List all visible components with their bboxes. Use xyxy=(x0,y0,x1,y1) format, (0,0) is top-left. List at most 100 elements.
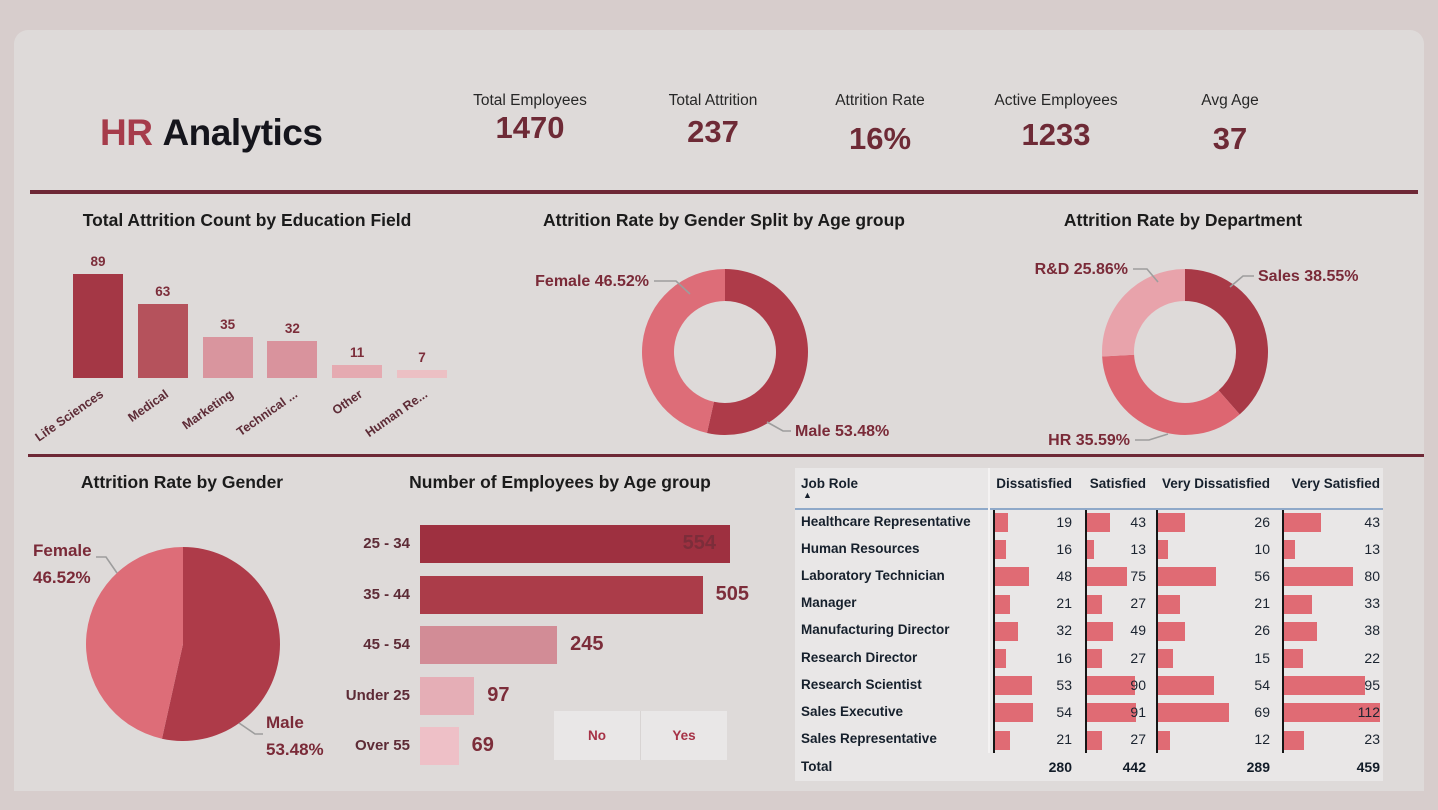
data-bar xyxy=(995,567,1029,587)
value-cell: 27 xyxy=(1130,649,1146,666)
table-row[interactable]: Research Scientist 53 90 54 95 xyxy=(795,672,1383,699)
data-bar xyxy=(1158,594,1180,614)
value-cell: 22 xyxy=(1364,649,1380,666)
slicer-no-button[interactable]: No xyxy=(554,711,641,760)
job-role-cell: Sales Executive xyxy=(801,703,904,719)
bar-value-label: 32 xyxy=(284,320,300,336)
slicer-yes-button[interactable]: Yes xyxy=(672,728,696,743)
column-header-dissatisfied[interactable]: Dissatisfied xyxy=(996,476,1072,491)
value-cell: 90 xyxy=(1130,676,1146,693)
bar-45-54[interactable] xyxy=(420,626,558,664)
bar-life-sciences[interactable] xyxy=(73,274,123,378)
bar-value-label: 97 xyxy=(487,683,510,706)
column-header-very-dissatisfied[interactable]: Very Dissatisfied xyxy=(1161,476,1270,491)
slice-sales[interactable] xyxy=(1185,269,1268,415)
bar-value-label: 89 xyxy=(90,254,106,269)
data-bar xyxy=(1284,676,1366,696)
bar-medical[interactable] xyxy=(137,304,188,378)
data-bar xyxy=(995,594,1010,614)
dashboard-panel: HR Analytics Total Employees 1470 Total A… xyxy=(14,30,1424,791)
leader-line-female xyxy=(654,280,691,295)
value-cell: 16 xyxy=(1056,540,1072,557)
kpi-value: 1470 xyxy=(495,110,565,145)
table-row[interactable]: Sales Representative 21 27 12 23 xyxy=(795,727,1383,754)
bar-value-label: 69 xyxy=(471,734,494,756)
table-row[interactable]: Laboratory Technician 48 75 56 80 xyxy=(795,563,1383,590)
bar-over-55[interactable] xyxy=(420,727,459,765)
data-bar xyxy=(1284,540,1296,560)
data-bar xyxy=(1284,594,1313,614)
y-axis-label: 45 - 54 xyxy=(363,636,410,653)
attrition-by-education-chart: 89 Life Sciences 63 Medical 35 Marketing 32 Tec… xyxy=(30,235,475,450)
leader-line-male xyxy=(238,722,263,735)
kpi-value: 237 xyxy=(687,114,739,149)
bar-value-label: 7 xyxy=(418,349,426,365)
value-cell: 48 xyxy=(1056,567,1072,584)
job-role-cell: Healthcare Representative xyxy=(801,513,971,529)
column-header-job-role[interactable]: Job Role xyxy=(801,476,859,491)
leader-line-female xyxy=(96,556,118,574)
total-value-cell: 289 xyxy=(1246,758,1270,775)
slice-male[interactable] xyxy=(706,269,808,435)
data-bar xyxy=(1087,540,1094,560)
donut-label-female: Female 46.52% xyxy=(535,273,649,290)
table-row[interactable]: Healthcare Representative 19 43 26 43 xyxy=(795,509,1383,536)
donut-label-rd: R&D 25.86% xyxy=(1035,261,1128,278)
value-cell: 33 xyxy=(1364,595,1380,612)
value-cell: 95 xyxy=(1364,676,1380,693)
y-axis-label: Over 55 xyxy=(354,737,410,754)
table-row[interactable]: Manufacturing Director 32 49 26 38 xyxy=(795,618,1383,645)
bar-35-44[interactable] xyxy=(420,575,703,614)
value-cell: 13 xyxy=(1130,540,1146,557)
value-cell: 54 xyxy=(1254,676,1270,693)
table-total-row: Total 280 442 289 459 xyxy=(795,754,1383,782)
value-cell: 112 xyxy=(1357,703,1380,720)
data-bar xyxy=(1087,730,1102,750)
value-cell: 21 xyxy=(1254,595,1270,612)
job-role-column-divider xyxy=(988,468,990,753)
sort-ascending-icon[interactable]: ▲ xyxy=(803,490,812,500)
bar-25-34[interactable] xyxy=(420,525,730,563)
data-bar xyxy=(995,621,1018,641)
attrition-by-gender-age-donut-chart: Female 46.52% Male 53.48% xyxy=(535,269,889,440)
data-bar xyxy=(1087,676,1136,696)
value-cell: 21 xyxy=(1056,595,1072,612)
data-bar xyxy=(1158,676,1214,696)
value-cell: 27 xyxy=(1130,595,1146,612)
bar-technical-[interactable] xyxy=(267,340,318,378)
kpi-label: Active Employees xyxy=(994,92,1118,109)
bar-value-label: 554 xyxy=(682,532,716,554)
data-bar xyxy=(995,540,1007,560)
data-bar xyxy=(1087,621,1114,641)
leader-line-sales xyxy=(1229,275,1254,288)
column-header-satisfied[interactable]: Satisfied xyxy=(1089,476,1146,491)
kpi-value: 37 xyxy=(1212,121,1248,156)
column-header-very-satisfied[interactable]: Very Satisfied xyxy=(1291,476,1380,491)
slice-hr[interactable] xyxy=(1102,354,1240,435)
table-row[interactable]: Sales Executive 54 91 69 112 xyxy=(795,699,1383,726)
slice-female[interactable] xyxy=(86,547,183,739)
data-bar xyxy=(1284,730,1304,750)
slice-female[interactable] xyxy=(642,269,725,434)
table-row[interactable]: Research Director 16 27 15 22 xyxy=(795,645,1383,672)
table-row[interactable]: Human Resources 16 13 10 13 xyxy=(795,536,1383,563)
bar-value-label: 245 xyxy=(570,633,604,655)
value-cell: 27 xyxy=(1130,731,1146,748)
bar-human-re-[interactable] xyxy=(397,369,447,378)
slice-male[interactable] xyxy=(161,547,280,741)
data-bar xyxy=(1158,513,1185,533)
table-row[interactable]: Manager 21 27 21 33 xyxy=(795,591,1383,618)
total-label: Total xyxy=(801,758,833,774)
value-cell: 23 xyxy=(1364,731,1380,748)
bar-other[interactable] xyxy=(332,365,383,378)
bar-under-25[interactable] xyxy=(420,676,475,715)
data-bar xyxy=(1158,567,1216,587)
slice-r-d[interactable] xyxy=(1102,269,1185,357)
chart-title-gender-age-donut: Attrition Rate by Gender Split by Age gr… xyxy=(542,210,906,230)
data-bar xyxy=(1158,540,1169,560)
page-title-analytics: Analytics xyxy=(162,112,323,153)
value-cell: 12 xyxy=(1254,731,1270,748)
bar-marketing[interactable] xyxy=(202,337,253,378)
value-cell: 26 xyxy=(1254,622,1270,639)
kpi-attrition-rate: Attrition Rate 16% xyxy=(835,92,925,157)
